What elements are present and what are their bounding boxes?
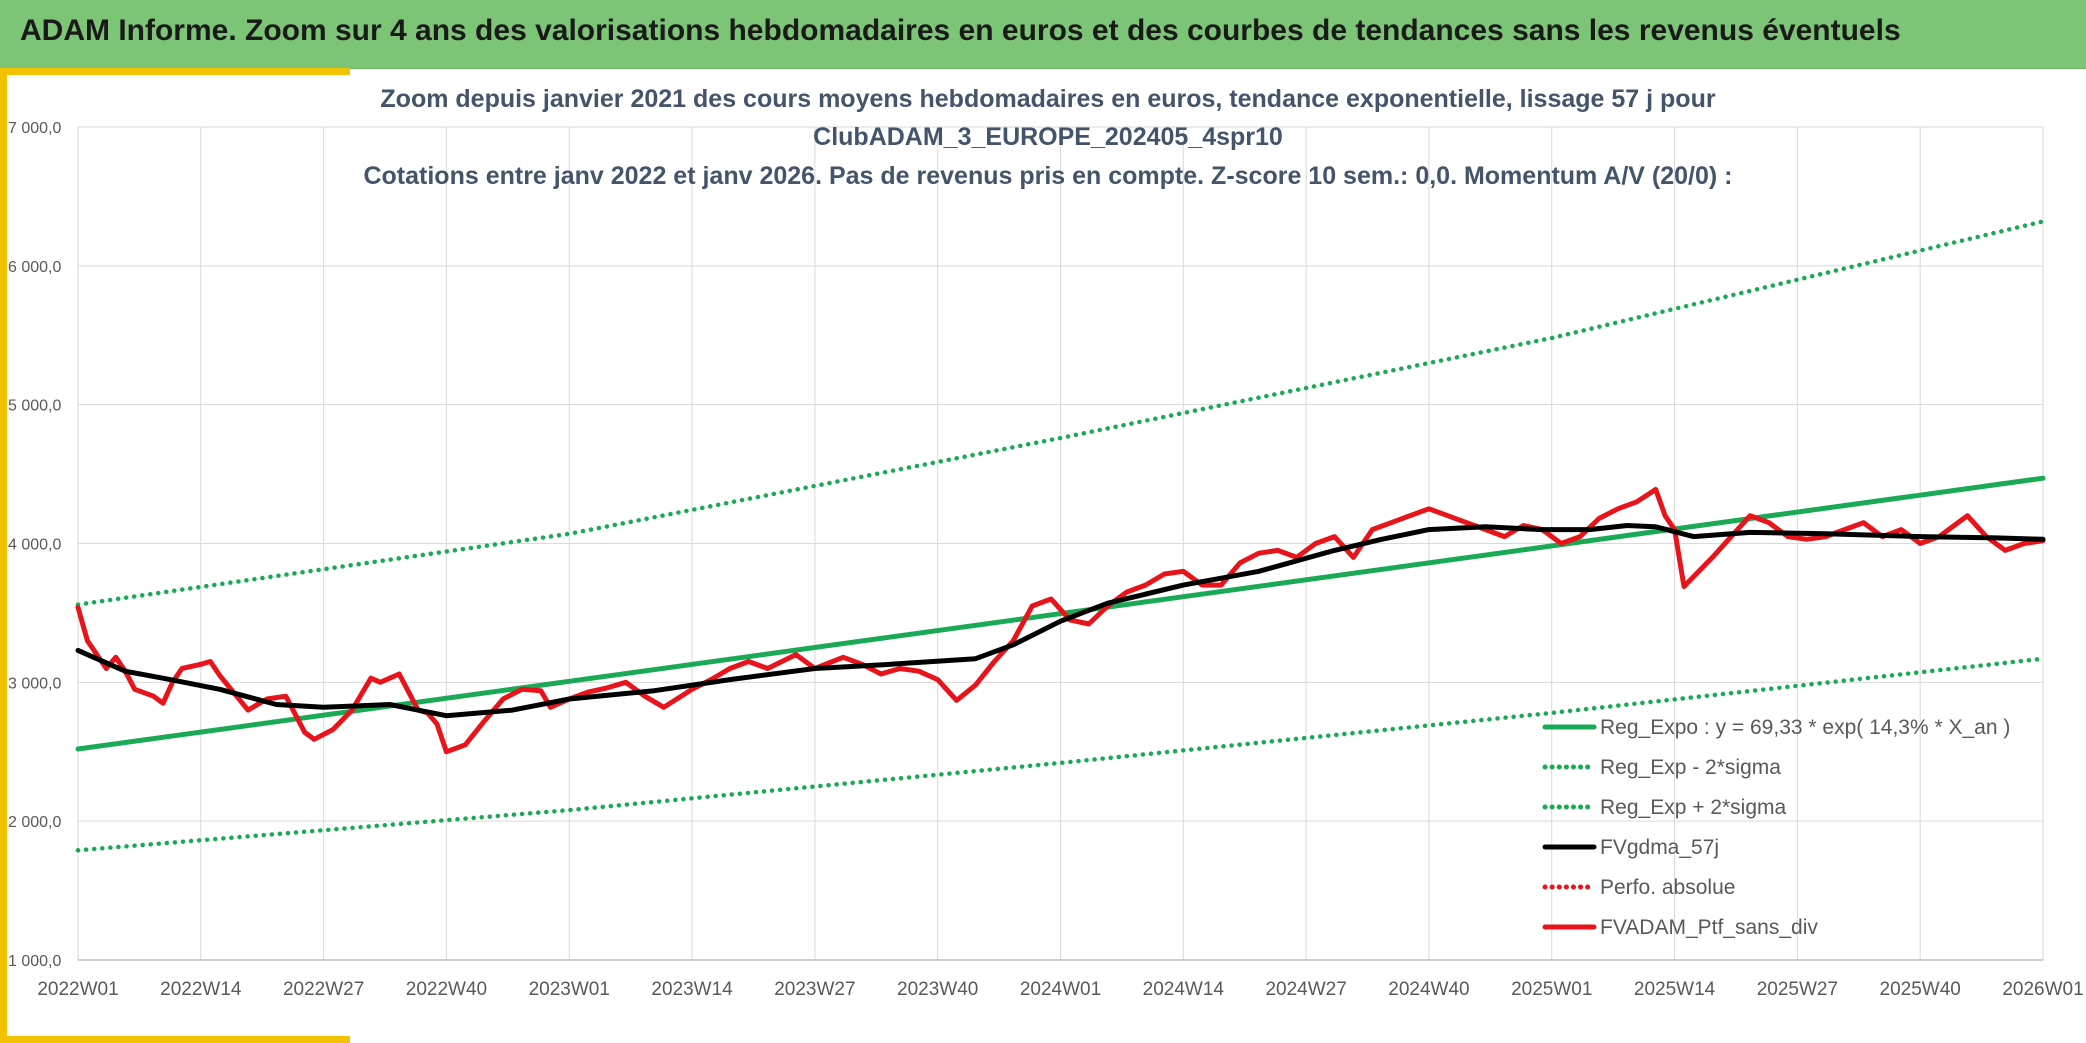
chart-axes: 1 000,0 2 000,0 3 000,0 4 000,0 5 000,0 6 000… bbox=[8, 120, 2084, 1000]
x-tick-label: 2026W01 bbox=[2002, 979, 2083, 1000]
x-tick-label: 2022W27 bbox=[283, 979, 364, 1000]
series-line bbox=[75, 475, 2046, 752]
x-tick-label: 2023W40 bbox=[897, 979, 978, 1000]
series-line bbox=[75, 523, 2046, 719]
x-tick-label: 2024W01 bbox=[1020, 979, 1101, 1000]
y-tick-label: 5 000,0 bbox=[8, 398, 61, 415]
x-tick-label: 2023W27 bbox=[774, 979, 855, 1000]
legend-label: Reg_Expo : y = 69,33 * exp( 14,3% * X_an… bbox=[1600, 716, 2010, 739]
series-line bbox=[75, 486, 2046, 755]
y-tick-label: 3 000,0 bbox=[8, 675, 61, 692]
x-tick-label: 2023W01 bbox=[529, 979, 610, 1000]
x-tick-label: 2022W40 bbox=[406, 979, 487, 1000]
x-tick-label: 2025W01 bbox=[1511, 979, 1592, 1000]
chart-series bbox=[75, 219, 2046, 853]
y-tick-label: 4 000,0 bbox=[8, 537, 61, 554]
chart-title: Zoom depuis janvier 2021 des cours moyen… bbox=[363, 85, 1732, 190]
legend-label: Reg_Exp - 2*sigma bbox=[1600, 756, 1781, 779]
chart-title-line: ClubADAM_3_EUROPE_202405_4spr10 bbox=[813, 123, 1283, 151]
legend-label: Reg_Exp + 2*sigma bbox=[1600, 796, 1787, 819]
chart-legend: Reg_Expo : y = 69,33 * exp( 14,3% * X_an… bbox=[1542, 716, 2010, 939]
y-tick-label: 1 000,0 bbox=[8, 953, 61, 970]
legend-label: FVgdma_57j bbox=[1600, 836, 1719, 859]
accent-bar-left bbox=[0, 68, 7, 1043]
x-tick-label: 2025W27 bbox=[1757, 979, 1838, 1000]
legend-label: Perfo. absolue bbox=[1600, 876, 1735, 899]
series-line bbox=[75, 656, 2046, 853]
page-title: ADAM Informe. Zoom sur 4 ans des valoris… bbox=[20, 14, 1901, 47]
x-tick-label: 2024W40 bbox=[1388, 979, 1469, 1000]
header-banner: ADAM Informe. Zoom sur 4 ans des valoris… bbox=[0, 0, 2086, 69]
x-tick-label: 2024W14 bbox=[1143, 979, 1225, 1000]
y-tick-label: 2 000,0 bbox=[8, 814, 61, 831]
x-tick-label: 2024W27 bbox=[1265, 979, 1346, 1000]
y-tick-label: 7 000,0 bbox=[8, 120, 61, 137]
accent-bar-top bbox=[0, 68, 350, 75]
chart-title-line: Zoom depuis janvier 2021 des cours moyen… bbox=[380, 85, 1715, 113]
chart-title-line: Cotations entre janv 2022 et janv 2026. … bbox=[363, 162, 1732, 190]
y-tick-label: 6 000,0 bbox=[8, 259, 61, 276]
accent-bar-bottom bbox=[0, 1036, 350, 1043]
series-line bbox=[75, 219, 2046, 607]
x-tick-label: 2022W14 bbox=[160, 979, 242, 1000]
legend-label: FVADAM_Ptf_sans_div bbox=[1600, 916, 1818, 939]
x-tick-label: 2025W40 bbox=[1880, 979, 1961, 1000]
x-tick-label: 2025W14 bbox=[1634, 979, 1716, 1000]
chart-grid bbox=[77, 126, 2044, 961]
x-tick-label: 2022W01 bbox=[37, 979, 118, 1000]
x-tick-label: 2023W14 bbox=[651, 979, 733, 1000]
